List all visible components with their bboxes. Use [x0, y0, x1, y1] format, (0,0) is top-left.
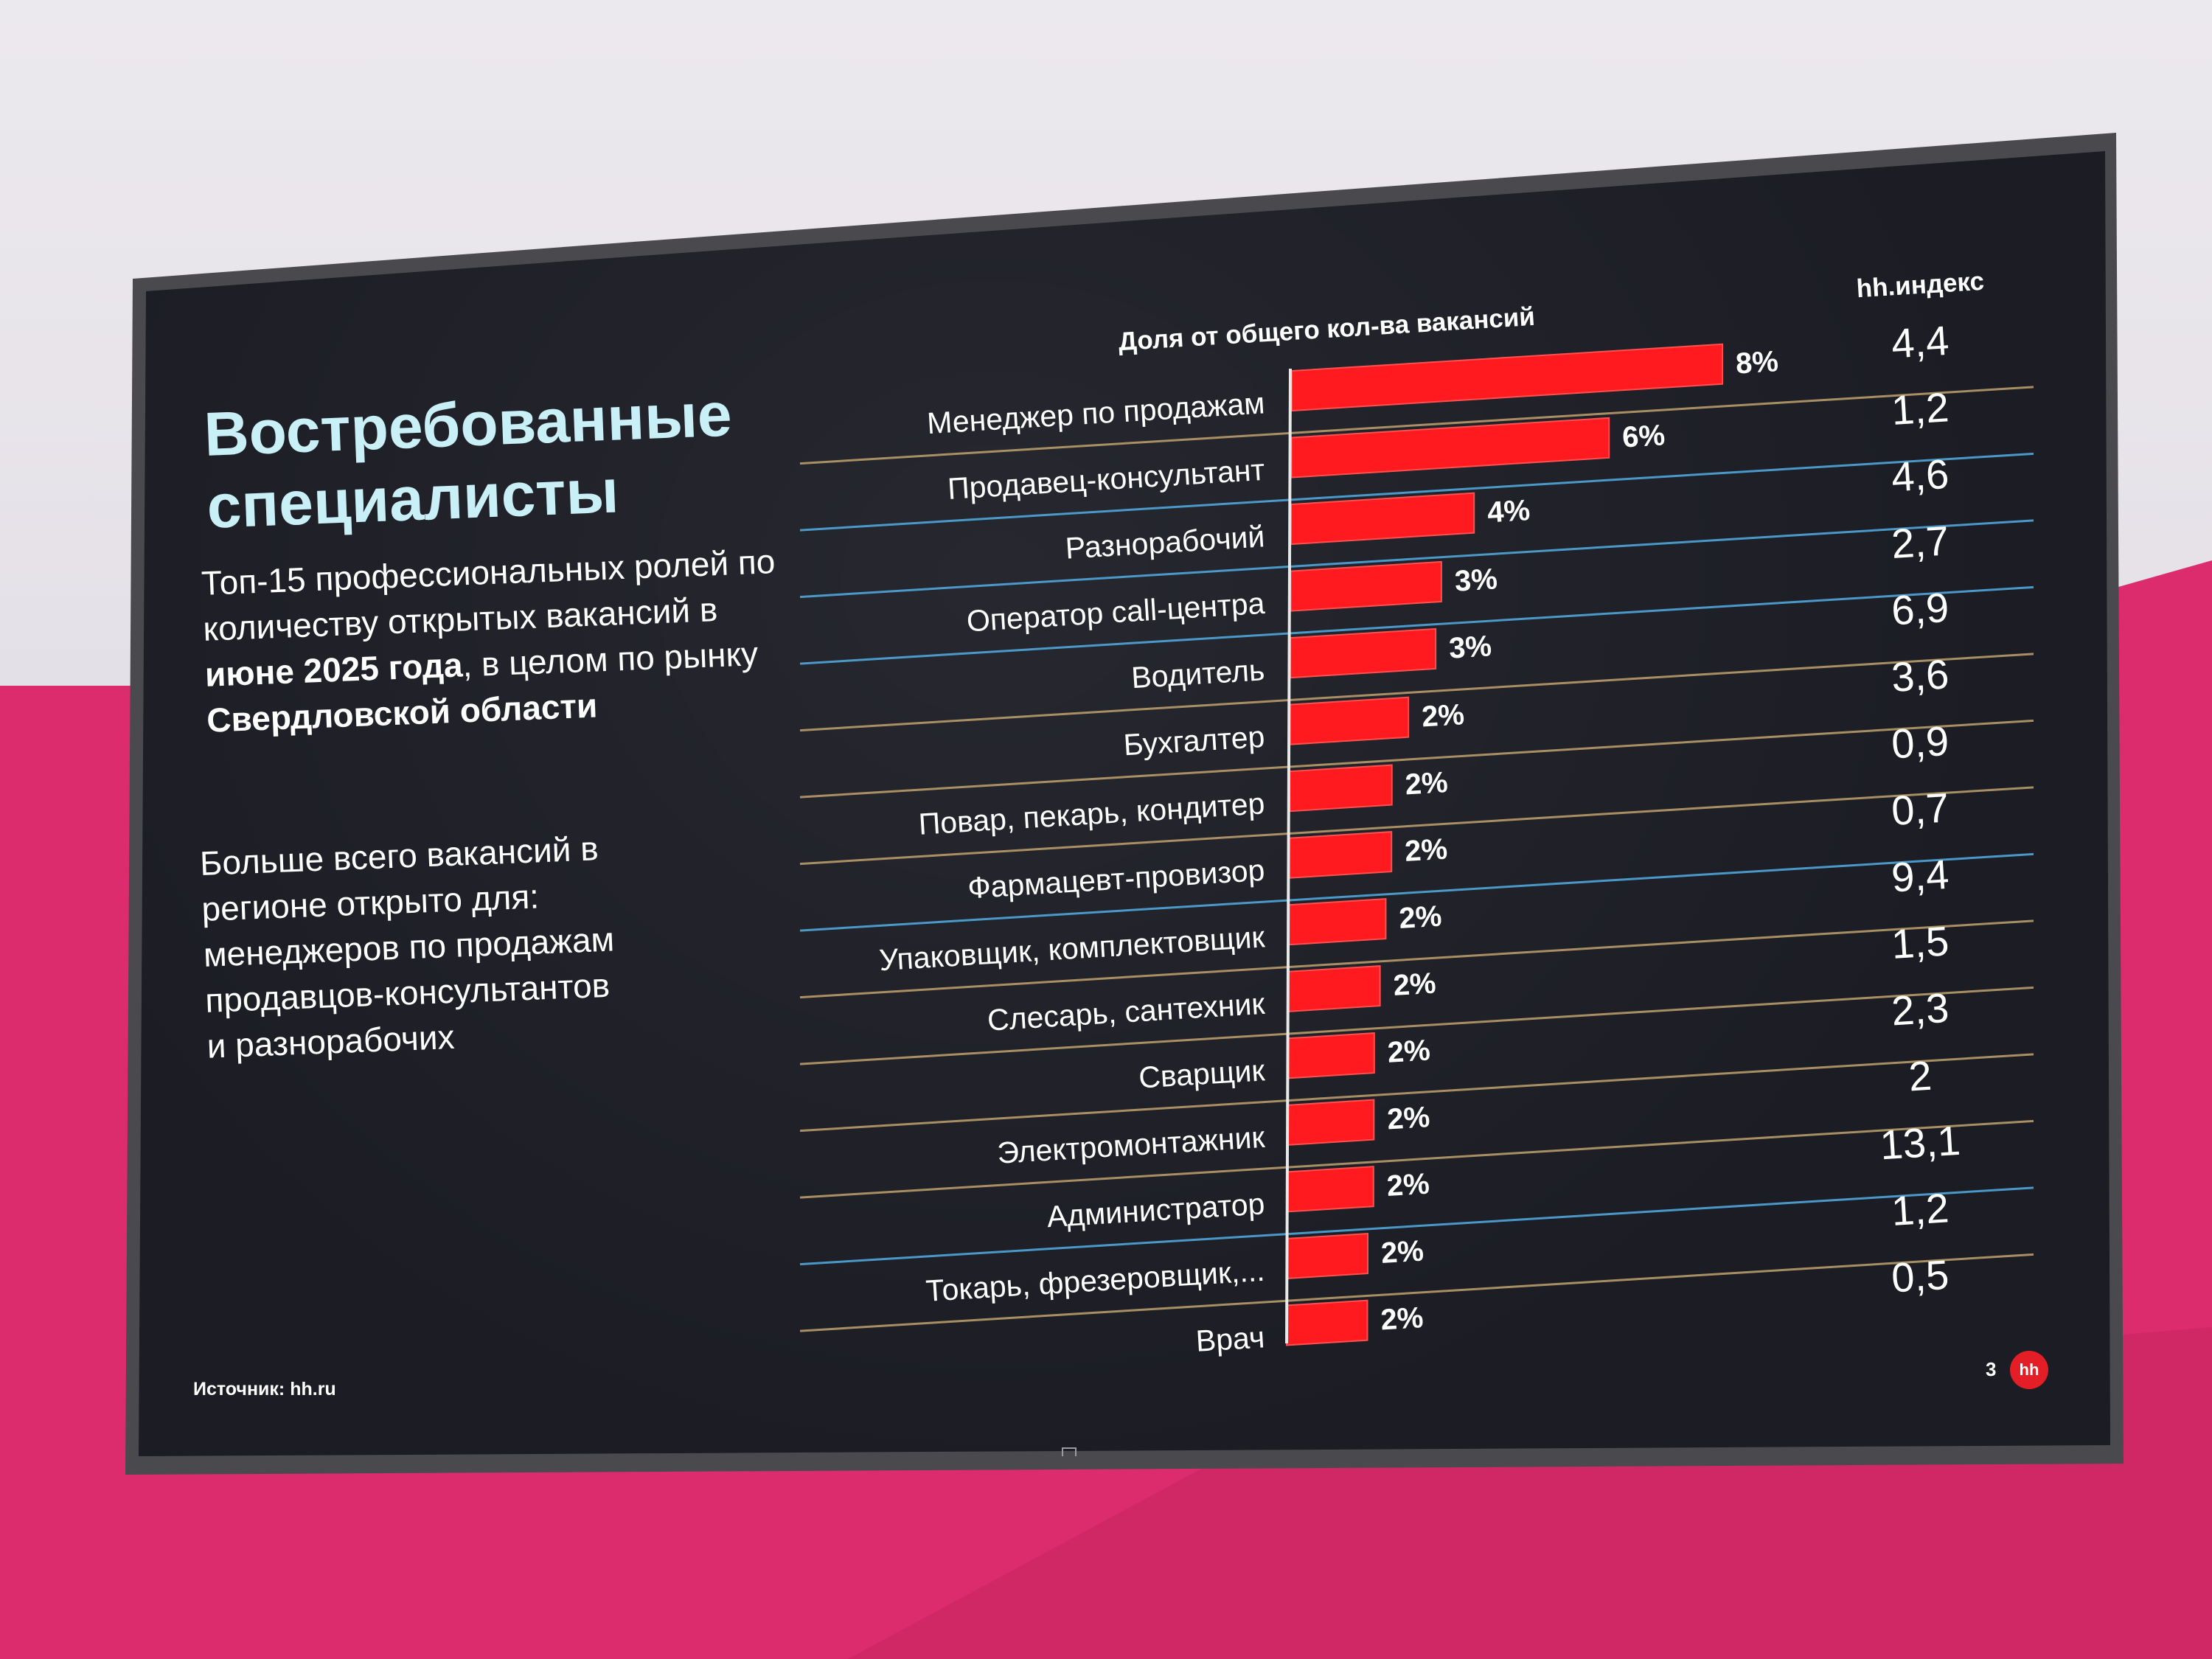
- chart-bars: [1286, 343, 1723, 1346]
- chart-category-label: Сварщик: [1138, 1053, 1267, 1094]
- chart-value-label: 2%: [1380, 1301, 1424, 1336]
- row-divider: [799, 653, 2034, 732]
- row-divider: [799, 986, 2034, 1065]
- hh-index-value: 2,3: [1890, 984, 1950, 1034]
- source-label: Источник: hh.ru: [193, 1379, 336, 1399]
- row-divider: [799, 585, 2034, 665]
- chart-bar: [1289, 696, 1410, 745]
- row-divider: [799, 719, 2034, 799]
- chart-category-label: Повар, пекарь, кондитер: [917, 786, 1265, 841]
- hh-index-value: 0,9: [1890, 717, 1950, 768]
- hh-index-header: hh.индекс: [1856, 267, 1985, 304]
- chart-axis-line: [1285, 368, 1292, 1344]
- chart-value-label: 4%: [1486, 494, 1531, 529]
- row-divider: [799, 919, 2034, 999]
- chart-bar: [1290, 417, 1610, 479]
- chart-bar: [1291, 343, 1723, 412]
- hh-index-value: 9,4: [1890, 851, 1950, 901]
- row-divider: [799, 452, 2034, 532]
- chart-value-label: 8%: [1735, 345, 1779, 380]
- chart-value-label: 6%: [1621, 419, 1666, 453]
- chart-value-label: 2%: [1421, 698, 1465, 733]
- row-divider: [799, 1186, 2034, 1266]
- chart-category-label: Токарь, фрезеровщик,...: [925, 1253, 1265, 1308]
- chart-x-label: Доля от общего кол-ва вакансий: [1118, 302, 1536, 356]
- hh-index-value: 2,7: [1890, 517, 1950, 567]
- chart-category-label: Оператор call-центра: [966, 586, 1266, 639]
- chart-category-label: Слесарь, сантехник: [987, 987, 1267, 1037]
- chart-bar: [1288, 831, 1393, 879]
- chart-value-label: 3%: [1454, 563, 1498, 597]
- hh-index-value: 4,4: [1890, 317, 1950, 367]
- chart-value-label: 2%: [1386, 1101, 1430, 1135]
- chart-value-label: 2%: [1387, 1034, 1431, 1068]
- chart-category-label: Водитель: [1130, 653, 1266, 695]
- hh-index-value: 0,7: [1890, 784, 1950, 834]
- chart-bar: [1290, 627, 1437, 679]
- chart-value-label: 2%: [1404, 766, 1448, 801]
- row-divider: [799, 1053, 2034, 1133]
- page-number: 3: [1986, 1358, 1997, 1380]
- chart-bar: [1287, 965, 1381, 1012]
- hh-index-value: 1,5: [1890, 917, 1950, 967]
- chart-category-label: Администратор: [1046, 1186, 1265, 1234]
- chart-bar: [1286, 1299, 1368, 1346]
- hh-index-values: 4,4 1,2 4,6 2,7 6,9 3,6 0,9 0,7 9,4 1,5 2,3 2 13,1 1,…: [1879, 317, 1962, 1301]
- hh-index-value: 3,6: [1890, 650, 1950, 700]
- chart-bar: [1287, 1099, 1375, 1146]
- row-divider: [799, 786, 2034, 866]
- chart-bar: [1287, 1032, 1375, 1079]
- chart-value-label: 2%: [1404, 833, 1448, 868]
- row-divider: [799, 519, 2034, 599]
- chart-value-labels: 8% 6% 4% 3% 3% 2% 2% 2% 2% 2% 2% 2% 2% 2% 2%: [1380, 345, 1779, 1336]
- hh-index-value: 6,9: [1890, 584, 1950, 634]
- chart-category-label: Продавец-консультант: [947, 453, 1266, 506]
- chart-value-label: 2%: [1398, 900, 1442, 934]
- chart-category-label: Бухгалтер: [1122, 720, 1265, 762]
- row-divider: [799, 386, 2034, 465]
- chart-category-label: Разнорабочий: [1065, 519, 1266, 565]
- hh-index-value: 1,2: [1890, 1184, 1950, 1234]
- hh-index-value: 4,6: [1890, 451, 1950, 501]
- chart-bar: [1287, 1166, 1374, 1213]
- row-divider: [799, 1253, 2034, 1332]
- row-divider: [799, 1119, 2034, 1199]
- hh-logo-icon: hh: [2010, 1351, 2048, 1389]
- chart-category-labels: Менеджер по продажам Продавец-консультант…: [878, 386, 1267, 1358]
- chart-bar: [1286, 1233, 1368, 1279]
- chart-bar: [1290, 560, 1442, 612]
- chart-category-label: Упаковщик, комплектовщик: [878, 919, 1267, 977]
- hh-index-value: 1,2: [1890, 383, 1950, 434]
- chart-bar: [1289, 764, 1393, 813]
- chart-value-label: 2%: [1380, 1235, 1425, 1270]
- chart-bar: [1288, 898, 1387, 946]
- chart-value-label: 2%: [1392, 967, 1436, 1001]
- chart-bar: [1290, 492, 1475, 546]
- chart-value-label: 3%: [1448, 630, 1492, 664]
- hh-index-value: 13,1: [1879, 1117, 1962, 1169]
- chart-category-label: Врач: [1194, 1320, 1265, 1358]
- hh-index-value: 2: [1907, 1052, 1933, 1100]
- chart-dividers: [799, 386, 2034, 1332]
- chart-category-label: Электромонтажник: [996, 1120, 1266, 1170]
- hh-index-value: 0,5: [1890, 1251, 1950, 1301]
- chart-value-label: 2%: [1386, 1168, 1430, 1203]
- chart-category-label: Фармацевт-провизор: [967, 853, 1265, 905]
- chart-category-label: Менеджер по продажам: [926, 386, 1266, 440]
- tv-brand-logo: [1062, 1447, 1077, 1456]
- row-divider: [799, 852, 2034, 932]
